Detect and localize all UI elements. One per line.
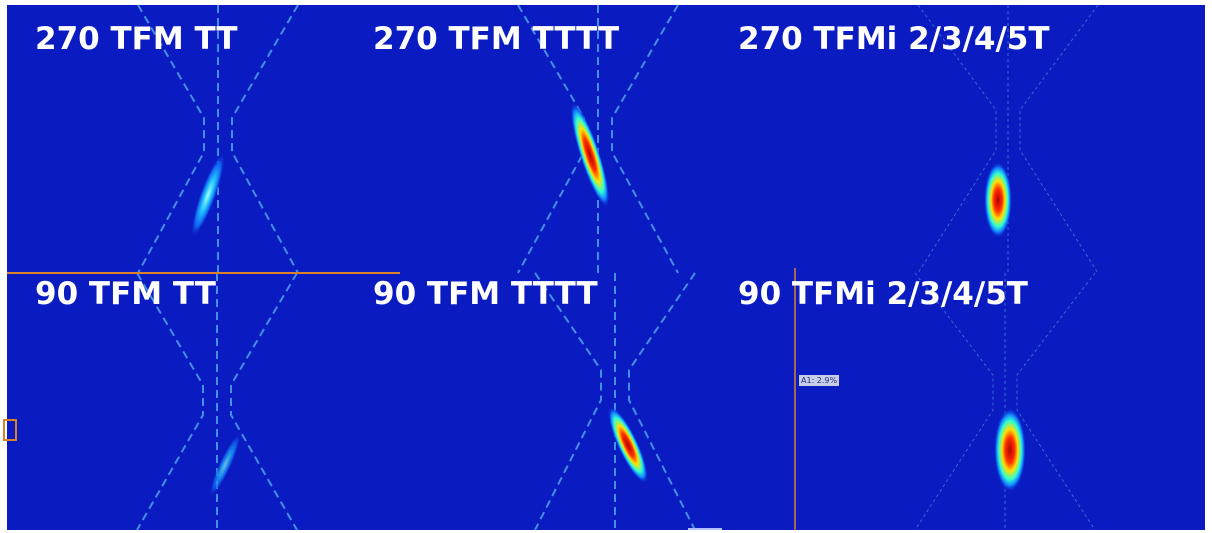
panel-label: 270 TFMi 2/3/4/5T: [738, 21, 1049, 57]
panel-label: 90 TFM TTTT: [373, 276, 598, 312]
cursor-label: A1: 2.9%: [801, 376, 838, 385]
panel-label: 270 TFM TTTT: [373, 21, 619, 57]
panel-label: 270 TFM TT: [35, 21, 237, 57]
panel-label: 90 TFMi 2/3/4/5T: [738, 276, 1028, 312]
scan-view: A1: 2.9% 270 TFM TT 270 TFM TTTT 270 TFMi …: [0, 0, 1212, 533]
scroll-indicator: [688, 528, 722, 530]
indication: [994, 408, 1026, 492]
indication: [984, 162, 1012, 238]
panel-label: 90 TFM TT: [35, 276, 216, 312]
